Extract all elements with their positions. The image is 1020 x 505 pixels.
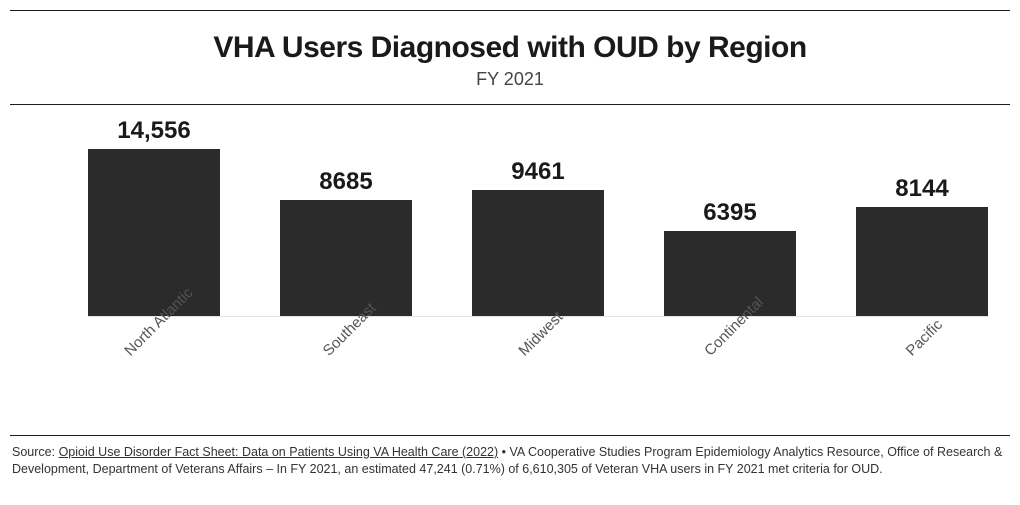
bar-wrap: 14,556	[88, 117, 220, 316]
chart-subtitle: FY 2021	[10, 69, 1010, 90]
bar-value-label: 6395	[703, 199, 756, 227]
source-link[interactable]: Opioid Use Disorder Fact Sheet: Data on …	[59, 445, 499, 459]
chart-area: 14,556 8685 9461 6395 8144 North A	[88, 117, 988, 417]
chart-header: VHA Users Diagnosed with OUD by Region F…	[10, 11, 1010, 104]
bar-value-label: 8144	[895, 175, 948, 203]
bar-southeast	[280, 200, 412, 316]
source-prefix: Source:	[12, 445, 59, 459]
label-wrap: Midwest	[472, 325, 604, 405]
bar-wrap: 9461	[472, 117, 604, 316]
label-wrap: North Atlantic	[88, 325, 220, 405]
chart-title: VHA Users Diagnosed with OUD by Region	[10, 31, 1010, 65]
bar-plot: 14,556 8685 9461 6395 8144	[88, 117, 988, 317]
source-note: Source: Opioid Use Disorder Fact Sheet: …	[10, 436, 1010, 478]
chart-frame: VHA Users Diagnosed with OUD by Region F…	[0, 10, 1020, 505]
label-wrap: Pacific	[856, 325, 988, 405]
bar-value-label: 14,556	[117, 117, 190, 145]
bar-wrap: 8144	[856, 117, 988, 316]
category-label: Pacific	[903, 316, 946, 359]
bar-wrap: 8685	[280, 117, 412, 316]
bar-value-label: 8685	[319, 168, 372, 196]
bar-continental	[664, 231, 796, 316]
mid-rule	[10, 104, 1010, 105]
bar-north-atlantic	[88, 149, 220, 316]
label-wrap: Southeast	[280, 325, 412, 405]
bar-value-label: 9461	[511, 158, 564, 186]
bar-midwest	[472, 190, 604, 316]
category-labels: North Atlantic Southeast Midwest Contine…	[88, 325, 988, 405]
label-wrap: Continental	[664, 325, 796, 405]
bar-wrap: 6395	[664, 117, 796, 316]
bar-pacific	[856, 207, 988, 316]
